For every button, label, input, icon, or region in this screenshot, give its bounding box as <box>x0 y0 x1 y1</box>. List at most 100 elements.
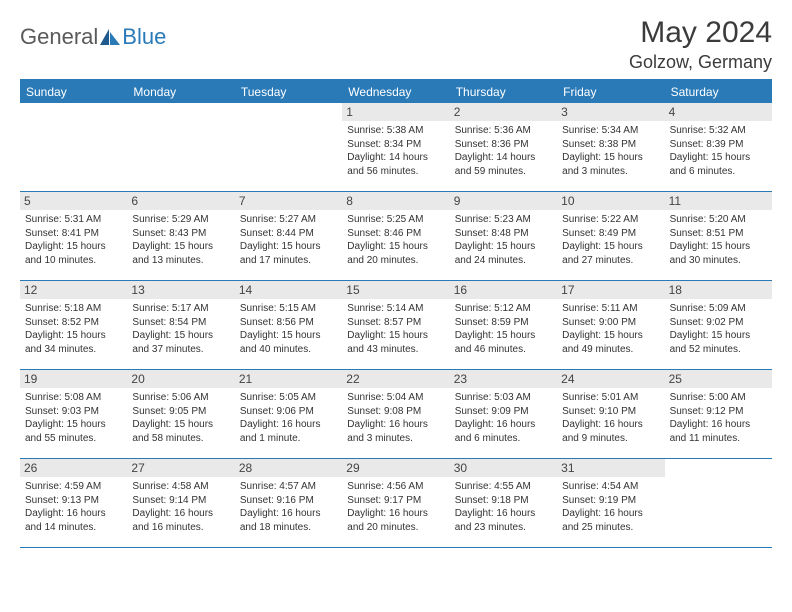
daylight-text: Daylight: 15 hours and 24 minutes. <box>455 240 552 267</box>
day-cell: 4 Sunrise: 5:32 AMSunset: 8:39 PMDaylight… <box>665 103 772 191</box>
sunrise-text: Sunrise: 5:29 AM <box>132 213 229 227</box>
day-info: Sunrise: 5:27 AMSunset: 8:44 PMDaylight:… <box>240 213 337 267</box>
day-info: Sunrise: 5:22 AMSunset: 8:49 PMDaylight:… <box>562 213 659 267</box>
logo: General Blue <box>20 24 166 50</box>
sunrise-text: Sunrise: 5:15 AM <box>240 302 337 316</box>
sunrise-text: Sunrise: 4:59 AM <box>25 480 122 494</box>
day-info: Sunrise: 5:08 AMSunset: 9:03 PMDaylight:… <box>25 391 122 445</box>
sunset-text: Sunset: 8:34 PM <box>347 138 444 152</box>
day-info: Sunrise: 5:14 AMSunset: 8:57 PMDaylight:… <box>347 302 444 356</box>
day-cell: 22Sunrise: 5:04 AMSunset: 9:08 PMDayligh… <box>342 370 449 458</box>
day-cell: 29Sunrise: 4:56 AMSunset: 9:17 PMDayligh… <box>342 459 449 547</box>
sunset-text: Sunset: 9:18 PM <box>455 494 552 508</box>
weekday-thursday: Thursday <box>450 81 557 103</box>
day-info: Sunrise: 5:31 AMSunset: 8:41 PMDaylight:… <box>25 213 122 267</box>
day-cell: 11Sunrise: 5:20 AMSunset: 8:51 PMDayligh… <box>665 192 772 280</box>
day-cell: 20 Sunrise: 5:06 AMSunset: 9:05 PMDayligh… <box>127 370 234 458</box>
day-cell: 15Sunrise: 5:14 AMSunset: 8:57 PMDayligh… <box>342 281 449 369</box>
day-info: Sunrise: 5:20 AMSunset: 8:51 PMDaylight:… <box>670 213 767 267</box>
day-cell: 16Sunrise: 5:12 AMSunset: 8:59 PMDayligh… <box>450 281 557 369</box>
day-info: Sunrise: 5:09 AMSunset: 9:02 PMDaylight:… <box>670 302 767 356</box>
month-title: May 2024 <box>629 16 772 50</box>
day-cell: 31 Sunrise: 4:54 AMSunset: 9:19 PMDayligh… <box>557 459 664 547</box>
location: Golzow, Germany <box>629 52 772 73</box>
header: General Blue May 2024 Golzow, Germany <box>20 16 772 73</box>
sunrise-text: Sunrise: 5:00 AM <box>670 391 767 405</box>
day-info: Sunrise: 4:55 AMSunset: 9:18 PMDaylight:… <box>455 480 552 534</box>
weekday-monday: Monday <box>127 81 234 103</box>
sunrise-text: Sunrise: 4:54 AM <box>562 480 659 494</box>
daylight-text: Daylight: 15 hours and 55 minutes. <box>25 418 122 445</box>
sunrise-text: Sunrise: 4:56 AM <box>347 480 444 494</box>
sunrise-text: Sunrise: 5:08 AM <box>25 391 122 405</box>
daylight-text: Daylight: 15 hours and 37 minutes. <box>132 329 229 356</box>
daylight-text: Daylight: 15 hours and 34 minutes. <box>25 329 122 356</box>
daylight-text: Daylight: 16 hours and 18 minutes. <box>240 507 337 534</box>
weekday-saturday: Saturday <box>665 81 772 103</box>
daylight-text: Daylight: 16 hours and 9 minutes. <box>562 418 659 445</box>
day-cell: 10 Sunrise: 5:22 AMSunset: 8:49 PMDayligh… <box>557 192 664 280</box>
day-number: 31 <box>557 459 664 477</box>
empty-cell <box>665 459 772 547</box>
daylight-text: Daylight: 16 hours and 25 minutes. <box>562 507 659 534</box>
daylight-text: Daylight: 15 hours and 30 minutes. <box>670 240 767 267</box>
sunset-text: Sunset: 8:44 PM <box>240 227 337 241</box>
day-cell: 19Sunrise: 5:08 AMSunset: 9:03 PMDayligh… <box>20 370 127 458</box>
day-cell: 24 Sunrise: 5:01 AMSunset: 9:10 PMDayligh… <box>557 370 664 458</box>
sunset-text: Sunset: 8:52 PM <box>25 316 122 330</box>
logo-text-general: General <box>20 24 98 50</box>
day-number: 24 <box>557 370 664 388</box>
day-info: Sunrise: 4:54 AMSunset: 9:19 PMDaylight:… <box>562 480 659 534</box>
daylight-text: Daylight: 14 hours and 56 minutes. <box>347 151 444 178</box>
sunset-text: Sunset: 8:41 PM <box>25 227 122 241</box>
sunrise-text: Sunrise: 5:17 AM <box>132 302 229 316</box>
daylight-text: Daylight: 15 hours and 10 minutes. <box>25 240 122 267</box>
day-info: Sunrise: 5:32 AMSunset: 8:39 PMDaylight:… <box>670 124 767 178</box>
sunset-text: Sunset: 8:59 PM <box>455 316 552 330</box>
day-number: 22 <box>342 370 449 388</box>
sunrise-text: Sunrise: 5:14 AM <box>347 302 444 316</box>
day-info: Sunrise: 5:38 AMSunset: 8:34 PMDaylight:… <box>347 124 444 178</box>
day-cell: 28Sunrise: 4:57 AMSunset: 9:16 PMDayligh… <box>235 459 342 547</box>
day-info: Sunrise: 5:06 AMSunset: 9:05 PMDaylight:… <box>132 391 229 445</box>
day-number: 25 <box>665 370 772 388</box>
sunrise-text: Sunrise: 4:55 AM <box>455 480 552 494</box>
sunset-text: Sunset: 9:13 PM <box>25 494 122 508</box>
daylight-text: Daylight: 16 hours and 3 minutes. <box>347 418 444 445</box>
day-cell: 25Sunrise: 5:00 AMSunset: 9:12 PMDayligh… <box>665 370 772 458</box>
daylight-text: Daylight: 15 hours and 46 minutes. <box>455 329 552 356</box>
daylight-text: Daylight: 15 hours and 17 minutes. <box>240 240 337 267</box>
day-number: 20 <box>127 370 234 388</box>
week-row: 12Sunrise: 5:18 AMSunset: 8:52 PMDayligh… <box>20 281 772 370</box>
sunset-text: Sunset: 8:48 PM <box>455 227 552 241</box>
day-info: Sunrise: 5:01 AMSunset: 9:10 PMDaylight:… <box>562 391 659 445</box>
daylight-text: Daylight: 16 hours and 23 minutes. <box>455 507 552 534</box>
sunset-text: Sunset: 8:57 PM <box>347 316 444 330</box>
daylight-text: Daylight: 16 hours and 16 minutes. <box>132 507 229 534</box>
daylight-text: Daylight: 15 hours and 13 minutes. <box>132 240 229 267</box>
sunrise-text: Sunrise: 5:18 AM <box>25 302 122 316</box>
day-info: Sunrise: 5:15 AMSunset: 8:56 PMDaylight:… <box>240 302 337 356</box>
day-info: Sunrise: 5:29 AMSunset: 8:43 PMDaylight:… <box>132 213 229 267</box>
sunrise-text: Sunrise: 5:09 AM <box>670 302 767 316</box>
sunset-text: Sunset: 8:51 PM <box>670 227 767 241</box>
day-info: Sunrise: 5:05 AMSunset: 9:06 PMDaylight:… <box>240 391 337 445</box>
empty-cell <box>20 103 127 191</box>
sunrise-text: Sunrise: 5:23 AM <box>455 213 552 227</box>
sunset-text: Sunset: 8:54 PM <box>132 316 229 330</box>
sunrise-text: Sunrise: 5:05 AM <box>240 391 337 405</box>
day-cell: 13Sunrise: 5:17 AMSunset: 8:54 PMDayligh… <box>127 281 234 369</box>
day-number: 10 <box>557 192 664 210</box>
day-cell: 18Sunrise: 5:09 AMSunset: 9:02 PMDayligh… <box>665 281 772 369</box>
sunrise-text: Sunrise: 5:04 AM <box>347 391 444 405</box>
day-cell: 5Sunrise: 5:31 AMSunset: 8:41 PMDaylight… <box>20 192 127 280</box>
sunrise-text: Sunrise: 5:20 AM <box>670 213 767 227</box>
sunset-text: Sunset: 9:05 PM <box>132 405 229 419</box>
day-number: 6 <box>127 192 234 210</box>
sunrise-text: Sunrise: 5:01 AM <box>562 391 659 405</box>
sunrise-text: Sunrise: 5:03 AM <box>455 391 552 405</box>
sunrise-text: Sunrise: 5:34 AM <box>562 124 659 138</box>
day-number: 4 <box>665 103 772 121</box>
sunrise-text: Sunrise: 5:32 AM <box>670 124 767 138</box>
day-info: Sunrise: 4:56 AMSunset: 9:17 PMDaylight:… <box>347 480 444 534</box>
